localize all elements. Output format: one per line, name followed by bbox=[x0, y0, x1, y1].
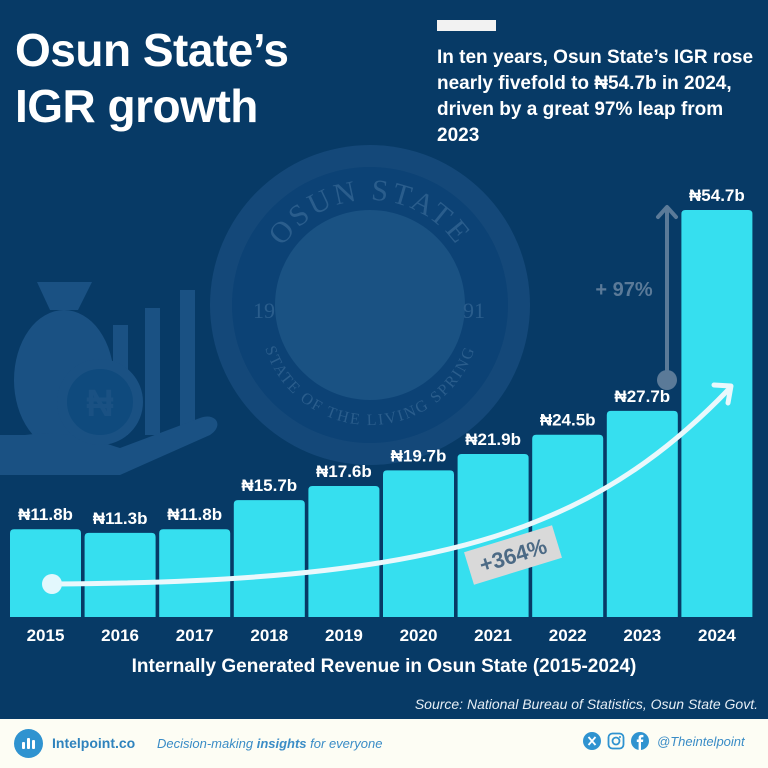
tagline: Decision-making insights for everyone bbox=[157, 736, 383, 751]
yoy-arrow-head-icon bbox=[656, 205, 678, 219]
data-label: ₦19.7b bbox=[391, 446, 447, 465]
data-label: ₦11.8b bbox=[18, 505, 73, 524]
svg-text:91: 91 bbox=[463, 298, 485, 323]
data-label: ₦15.7b bbox=[241, 476, 297, 495]
x-tick-label: 2023 bbox=[623, 626, 661, 645]
x-axis-title: Internally Generated Revenue in Osun Sta… bbox=[131, 656, 637, 677]
badge-background bbox=[464, 525, 562, 585]
source-note: Source: National Bureau of Statistics, O… bbox=[414, 696, 758, 712]
bar-2017 bbox=[159, 529, 231, 617]
social-handle[interactable]: @Theintelpoint bbox=[657, 733, 745, 749]
x-tick-label: 2018 bbox=[250, 626, 288, 645]
money-bag-hand-icon: ₦ bbox=[0, 282, 218, 475]
bar-2019 bbox=[308, 486, 380, 617]
bar-2023 bbox=[606, 410, 678, 617]
osun-state-seal-icon: OSUN STATE STATE OF THE LIVING SPRING 19… bbox=[210, 145, 530, 465]
accent-bar bbox=[437, 20, 496, 31]
svg-text:₦: ₦ bbox=[86, 383, 113, 425]
data-label: ₦54.7b bbox=[689, 186, 745, 205]
yoy-arrow-dot bbox=[657, 370, 677, 390]
x-tick-label: 2019 bbox=[325, 626, 363, 645]
x-tick-label: 2016 bbox=[101, 626, 139, 645]
brand-name[interactable]: Intelpoint.co bbox=[52, 735, 136, 751]
curve-start-dot bbox=[42, 574, 62, 594]
data-label: ₦21.9b bbox=[465, 430, 521, 449]
x-tick-label: 2022 bbox=[549, 626, 587, 645]
x-tick-label: 2015 bbox=[27, 626, 65, 645]
x-tick-label: 2024 bbox=[698, 626, 736, 645]
x-tick-label: 2017 bbox=[176, 626, 214, 645]
data-label: ₦11.3b bbox=[93, 509, 148, 528]
instagram-icon[interactable] bbox=[607, 732, 625, 750]
x-tick-label: 2021 bbox=[474, 626, 512, 645]
yoy-growth-text: + 97% bbox=[595, 279, 652, 301]
bar-2020 bbox=[383, 470, 454, 617]
bar-2016 bbox=[84, 532, 156, 617]
bar-2018 bbox=[233, 500, 305, 617]
footer: Intelpoint.co Decision-making insights f… bbox=[0, 719, 768, 768]
arrow-head-icon bbox=[711, 382, 734, 406]
data-label: ₦17.6b bbox=[316, 462, 372, 481]
page-title: Osun State’s IGR growth bbox=[15, 24, 289, 132]
bar-2015 bbox=[10, 529, 81, 617]
intelpoint-logo-icon bbox=[14, 729, 43, 758]
bar-2022 bbox=[532, 434, 604, 617]
x-icon[interactable] bbox=[583, 732, 601, 750]
data-label: ₦24.5b bbox=[540, 411, 596, 430]
subtitle: In ten years, Osun State’s IGR rose near… bbox=[437, 47, 754, 146]
svg-text:19: 19 bbox=[253, 298, 275, 323]
social-links: @Theintelpoint bbox=[583, 732, 745, 750]
data-label: ₦11.8b bbox=[167, 505, 222, 524]
data-label: ₦27.7b bbox=[614, 387, 670, 406]
facebook-icon[interactable] bbox=[631, 732, 649, 750]
growth-curve bbox=[49, 387, 731, 587]
x-tick-label: 2020 bbox=[400, 626, 438, 645]
bar-2024 bbox=[681, 210, 753, 617]
